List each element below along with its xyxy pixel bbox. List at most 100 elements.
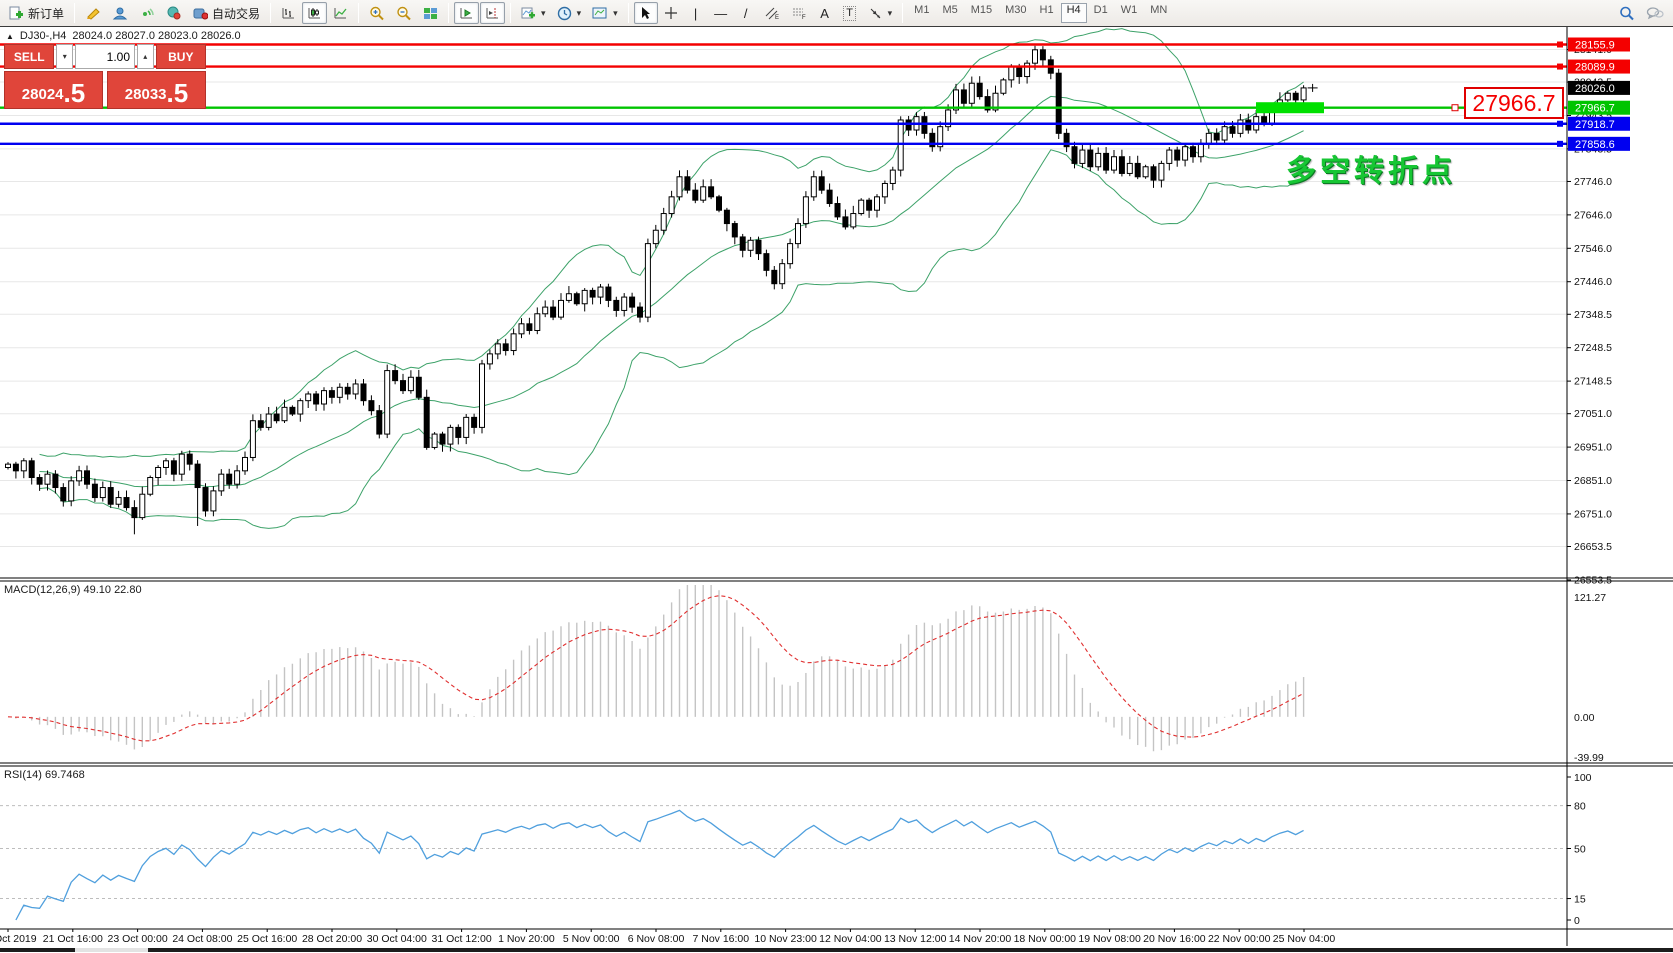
timeframe-mn-button[interactable]: MN (1150, 4, 1168, 16)
chart-shift-button[interactable] (480, 2, 506, 24)
rsi-value: 69.7468 (44, 769, 85, 781)
periods-button[interactable]: ▾ (552, 2, 587, 24)
sell-button[interactable]: SELL (4, 44, 55, 69)
auto-trading-button[interactable]: 自动交易 (188, 2, 265, 24)
indicators-button[interactable]: ▾ (516, 2, 551, 24)
toolbar-separator (510, 3, 512, 23)
cursor-button[interactable] (633, 2, 658, 24)
candle-body (905, 119, 912, 131)
label-button[interactable]: T (838, 2, 862, 24)
volume-decrease-button[interactable]: ▾ (56, 44, 73, 69)
line-chart-button[interactable] (328, 2, 353, 24)
macd-pane[interactable] (7, 585, 1305, 752)
candle-body (534, 313, 541, 331)
candle-body (1229, 126, 1236, 134)
candle-body (834, 203, 841, 218)
horizontal-line-button[interactable]: — (709, 2, 733, 24)
volume-input[interactable] (75, 44, 135, 69)
crosshair-button[interactable] (659, 2, 683, 24)
rsi-pane[interactable] (0, 805, 1567, 921)
community-icon (112, 7, 128, 20)
price-axis[interactable]: 28141.028043.527943.527843.527746.027646… (1567, 44, 1612, 586)
horizontal-scrollbar-thumb[interactable] (75, 948, 148, 952)
candle-body (992, 92, 999, 111)
rsi-indicator-label: RSI(14) 69.7468 (4, 769, 85, 781)
toolbar-separator (270, 3, 272, 23)
caret-up-icon: ▴ (143, 52, 148, 61)
callout-anchor-handle[interactable] (1451, 104, 1459, 112)
candle-body (644, 243, 651, 318)
timeframe-d1-button[interactable]: D1 (1093, 4, 1108, 16)
time-tick-label: 20 Nov 16:00 (1143, 933, 1206, 945)
candle-body (550, 306, 557, 318)
signals-button[interactable] (134, 2, 160, 24)
chart-annotation-text[interactable]: 多空转折点 (1286, 155, 1456, 188)
timeframe-h1-button[interactable]: H1 (1039, 4, 1054, 16)
zoom-in-button[interactable] (364, 2, 390, 24)
zoom-out-button[interactable] (391, 2, 417, 24)
timeframe-w1-button[interactable]: W1 (1120, 4, 1138, 16)
bar-chart-button[interactable] (276, 2, 301, 24)
candle-body (1158, 162, 1165, 181)
time-axis[interactable]: 18 Oct 2019 21 Oct 16:00 23 Oct 00:00 24 Oc… (0, 929, 1335, 945)
highlight-bar[interactable] (1256, 102, 1324, 114)
market-icon (167, 6, 181, 20)
candle-body (99, 487, 106, 499)
search-button[interactable] (1614, 2, 1640, 24)
buy-button[interactable]: BUY (155, 44, 206, 69)
price-tick-label: 26951.0 (1574, 442, 1612, 454)
bid-price-box[interactable]: 28024 .5 (4, 71, 103, 109)
collapse-triangle-icon[interactable]: ▲ (6, 31, 14, 41)
auto-scroll-button[interactable] (454, 2, 480, 24)
candle-body (321, 390, 327, 405)
candle-body (1245, 119, 1252, 131)
tile-windows-button[interactable] (418, 2, 443, 24)
candle-body (795, 223, 801, 245)
candle-body (526, 323, 533, 331)
templates-button[interactable]: ▾ (587, 2, 623, 24)
candle-body (479, 363, 485, 428)
candle-body (953, 89, 959, 111)
candle-body (1024, 62, 1031, 78)
price-callout-box[interactable]: 27966.7 (1464, 87, 1564, 119)
channel-button[interactable]: E (759, 2, 785, 24)
timeframe-h4-button[interactable]: H4 (1060, 3, 1087, 23)
tile-windows-icon (424, 8, 438, 19)
crayon-button[interactable] (80, 2, 106, 24)
candle-body (210, 490, 217, 512)
symbol-title: DJ30-,H4 (19, 30, 67, 42)
rsi-line (15, 809, 1304, 921)
candle-body (1284, 92, 1291, 101)
timeframe-m15-button[interactable]: M15 (970, 4, 993, 16)
new-order-button[interactable]: 新订单 (4, 2, 69, 24)
periods-caret-icon: ▾ (576, 7, 582, 18)
vertical-line-button[interactable]: | (684, 2, 708, 24)
main-chart-pane[interactable] (5, 28, 1307, 535)
candlestick-chart-button[interactable] (302, 2, 328, 24)
candle-body (178, 453, 185, 475)
timeframe-m30-button[interactable]: M30 (1005, 4, 1027, 16)
symbol-ohlc: 28024.0 28027.0 28023.0 28026.0 (72, 30, 241, 42)
bar-chart-icon (282, 8, 295, 19)
chat-button[interactable] (1641, 2, 1669, 24)
time-tick-label: 31 Oct 12:00 (432, 933, 492, 945)
fibonacci-button[interactable]: F (786, 2, 812, 24)
volume-increase-button[interactable]: ▴ (137, 44, 154, 69)
trendline-button[interactable]: / (734, 2, 758, 24)
candle-body (731, 223, 738, 238)
candle-body (716, 196, 722, 211)
time-tick-label: 30 Oct 04:00 (367, 933, 427, 945)
time-tick-label: 7 Nov 16:00 (692, 933, 749, 945)
market-button[interactable] (161, 2, 187, 24)
label-icon: T (843, 5, 856, 21)
bid-price-fraction: .5 (63, 78, 86, 108)
arrows-button[interactable]: ▾ (863, 2, 898, 24)
candle-body (186, 453, 193, 465)
text-icon: A (820, 5, 829, 21)
ask-price-box[interactable]: 28033 .5 (107, 71, 206, 109)
timeframe-m5-button[interactable]: M5 (942, 4, 958, 16)
community-button[interactable] (107, 2, 133, 24)
text-button[interactable]: A (813, 2, 837, 24)
timeframe-m1-button[interactable]: M1 (914, 4, 930, 16)
